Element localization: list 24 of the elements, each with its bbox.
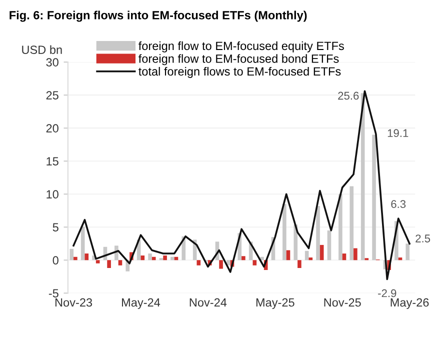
data-label: -2.9 (378, 289, 396, 298)
x-tick-label: Nov-23 (55, 298, 92, 307)
x-tick-label: May-24 (122, 298, 160, 309)
data-label: 6.3 (391, 200, 406, 208)
data-label: 25.6 (338, 92, 359, 100)
chart-title: Fig. 6: Foreign flows into EM-focused ETFs (Monthly) (10, 10, 307, 22)
x-tick-label: May-26 (390, 298, 429, 309)
y-axis-title: USD bn (22, 45, 62, 54)
x-tick-label: May-25 (256, 298, 294, 309)
y-tick-label: 30 (46, 58, 58, 66)
legend-label: foreign flow to EM-focused bond ETFs (138, 54, 339, 66)
y-tick-label: 25 (46, 91, 58, 100)
x-tick-label: Nov-24 (190, 298, 227, 307)
y-tick-label: 15 (46, 157, 58, 166)
y-tick-label: 20 (46, 124, 58, 132)
data-label: 2.5 (416, 234, 430, 242)
legend-label: foreign flow to EM-focused equity ETFs (138, 41, 344, 52)
y-tick-label: 10 (46, 190, 58, 199)
y-tick-label: -5 (48, 289, 58, 298)
y-tick-label: 0 (52, 256, 58, 265)
data-label: 19.1 (388, 129, 408, 138)
y-tick-label: 5 (52, 223, 58, 232)
x-tick-label: Nov-25 (324, 298, 361, 307)
legend-label: total foreign flows to EM-focused ETFs (138, 66, 341, 78)
